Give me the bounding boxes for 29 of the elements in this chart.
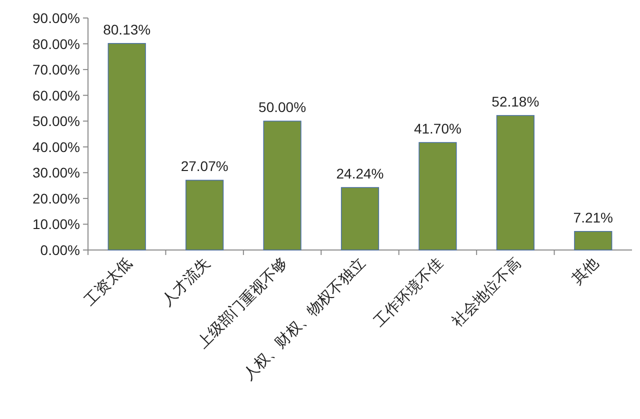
x-tick-label: 工资太低 — [81, 254, 136, 310]
y-tick-label: 70.00% — [32, 62, 80, 78]
bar — [418, 142, 457, 250]
x-tick-label: 工作环境不佳 — [370, 254, 447, 330]
y-tick-label: 20.00% — [32, 190, 80, 206]
data-label: 50.00% — [258, 99, 306, 116]
bar — [574, 231, 612, 250]
y-tick-label: 80.00% — [32, 36, 80, 52]
bar — [263, 120, 302, 250]
x-tick-label: 社会地位不高 — [448, 254, 524, 330]
data-label: 7.21% — [573, 209, 613, 226]
data-label: 80.13% — [103, 21, 151, 38]
x-tick-label: 其他 — [568, 254, 602, 288]
y-tick-label: 10.00% — [32, 216, 80, 232]
bar — [186, 180, 224, 250]
bar — [108, 43, 146, 250]
y-tick-label: 40.00% — [32, 138, 80, 155]
y-tick-label: 30.00% — [32, 164, 80, 181]
bar — [340, 187, 380, 250]
y-tick-label: 60.00% — [32, 87, 80, 104]
x-tick-label: 人才流失 — [158, 254, 214, 310]
data-label: 27.07% — [180, 158, 228, 174]
data-label: 41.70% — [414, 120, 462, 137]
data-label: 52.18% — [492, 93, 540, 110]
y-tick-label: 90.00% — [32, 10, 80, 26]
data-label: 24.24% — [336, 166, 384, 182]
bar — [496, 115, 534, 250]
y-tick-label: 0.00% — [40, 242, 80, 258]
y-tick-label: 50.00% — [32, 113, 80, 130]
